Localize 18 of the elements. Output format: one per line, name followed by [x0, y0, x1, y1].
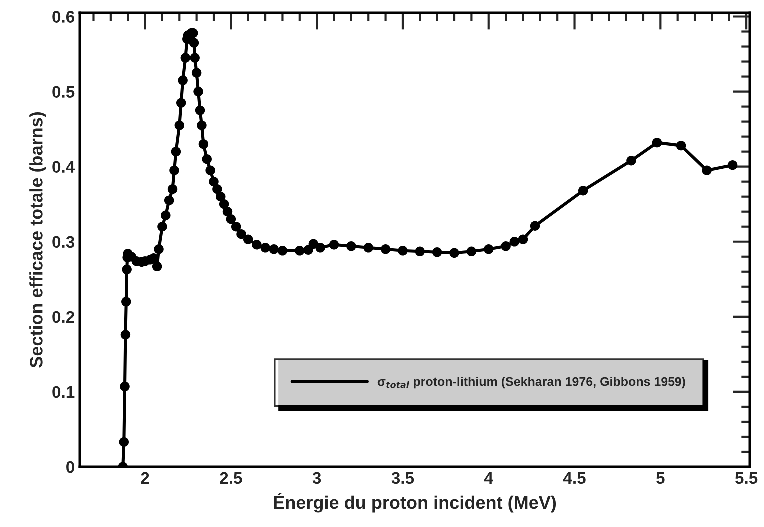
y-axis-title: Section efficace totale (barns) [30, 112, 46, 368]
y-tick-label: 0.6 [52, 11, 75, 23]
y-tick-label: 0.4 [52, 161, 76, 174]
x-tick-label: 5 [656, 472, 665, 484]
x-tick-label: 4 [484, 472, 494, 484]
x-tick-label: 2.5 [220, 472, 242, 484]
x-tick-label: 3.5 [392, 472, 414, 484]
x-axis-title: Énergie du proton incident (MeV) [274, 492, 556, 513]
x-tick-label: 4.5 [563, 472, 586, 484]
y-tick-label: 0.3 [52, 236, 75, 248]
y-tick-label: 0.2 [52, 311, 74, 324]
x-tick-label: 3 [312, 472, 322, 484]
y-tick-label: 0.5 [52, 86, 75, 98]
y-tick-label: 0 [66, 461, 74, 474]
x-tick-label: 2 [141, 472, 150, 484]
text: σ$_{total}$ proton-lithium (Sekharan 1976, Gibbons 1959) [378, 377, 686, 389]
x-tick-label: 5.5 [735, 472, 758, 484]
y-tick-label: 0.1 [52, 386, 75, 398]
